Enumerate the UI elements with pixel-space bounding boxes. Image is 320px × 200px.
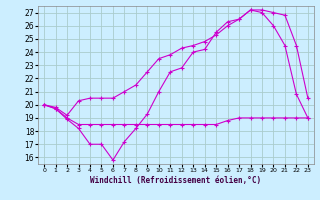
X-axis label: Windchill (Refroidissement éolien,°C): Windchill (Refroidissement éolien,°C) (91, 176, 261, 185)
